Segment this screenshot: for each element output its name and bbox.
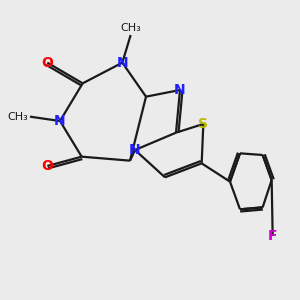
Text: F: F	[268, 229, 278, 243]
Text: O: O	[41, 56, 53, 70]
Text: CH₃: CH₃	[7, 112, 28, 122]
Text: CH₃: CH₃	[120, 23, 141, 33]
Text: S: S	[198, 117, 208, 131]
Text: N: N	[174, 83, 186, 97]
Text: O: O	[41, 159, 53, 173]
Text: N: N	[129, 143, 141, 157]
Text: N: N	[54, 114, 66, 128]
Text: N: N	[116, 56, 128, 70]
